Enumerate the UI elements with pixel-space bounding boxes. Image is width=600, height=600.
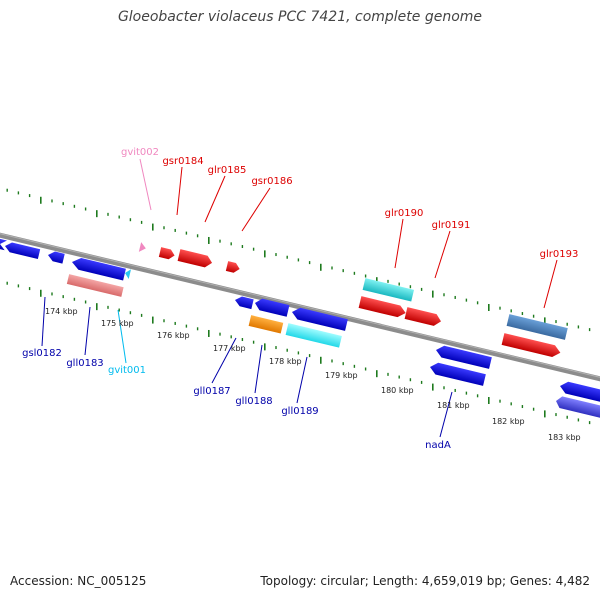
gene-label-gsr0186[interactable]: gsr0186 — [251, 176, 292, 187]
gene-block-glr0193a[interactable] — [506, 314, 568, 340]
gene-label-gvit001[interactable]: gvit001 — [108, 365, 146, 376]
gene-block-gll0183[interactable] — [71, 256, 126, 281]
gene-label-gll0183[interactable]: gll0183 — [66, 358, 103, 369]
gene-block-glr0191[interactable] — [404, 307, 443, 327]
label-leaders — [41, 158, 558, 438]
gene-block-glr0190[interactable] — [362, 278, 415, 302]
lower-tick-track — [6, 281, 600, 431]
kbp-label: 175 kbp — [101, 319, 134, 328]
gene-label-gsr0184[interactable]: gsr0184 — [162, 156, 203, 167]
kbp-label: 181 kbp — [437, 401, 470, 410]
gene-block-right-a[interactable] — [559, 380, 600, 404]
kbp-label: 180 kbp — [381, 386, 414, 395]
gene-block-small-a[interactable] — [47, 250, 65, 264]
gene-block-nadA-upstream[interactable] — [435, 344, 492, 369]
kbp-label: 183 kbp — [548, 433, 581, 442]
gene-block-glr0185[interactable] — [177, 249, 214, 269]
kbp-label: 182 kbp — [492, 417, 525, 426]
gene-block-gll0183-upstream[interactable] — [4, 241, 41, 260]
kbp-label: 177 kbp — [213, 344, 246, 353]
gene-label-nadA[interactable]: nadA — [425, 440, 451, 451]
gene-block-gll0189b[interactable] — [285, 323, 342, 348]
gene-block-right-b[interactable] — [555, 395, 600, 419]
gene-block-nadA[interactable] — [429, 361, 486, 386]
gene-block-gsl0182[interactable] — [0, 237, 8, 251]
kbp-label: 176 kbp — [157, 331, 190, 340]
gene-block-glr0193[interactable] — [501, 333, 562, 358]
gene-block-glr0190b[interactable] — [358, 296, 408, 319]
genome-summary: Topology: circular; Length: 4,659,019 bp… — [260, 574, 590, 588]
gene-label-gll0189[interactable]: gll0189 — [281, 406, 318, 417]
gene-label-gvit002[interactable]: gvit002 — [121, 147, 159, 158]
gene-label-glr0193[interactable]: glr0193 — [540, 249, 579, 260]
kbp-label: 179 kbp — [325, 371, 358, 380]
gene-block-pseudo[interactable] — [66, 274, 124, 297]
gene-label-glr0191[interactable]: glr0191 — [432, 220, 471, 231]
kbp-label: 178 kbp — [269, 357, 302, 366]
genome-backbone — [0, 232, 600, 382]
gene-block-gsr0184[interactable] — [158, 247, 176, 260]
genome-backbone-highlight — [0, 233, 600, 378]
gene-block-gll0187[interactable] — [234, 295, 254, 310]
gene-block-gvit002[interactable] — [138, 242, 147, 253]
gene-block-gll0189[interactable] — [291, 306, 348, 331]
accession-label: Accession: NC_005125 — [10, 574, 147, 588]
gene-label-gll0188[interactable]: gll0188 — [235, 396, 272, 407]
gene-label-glr0190[interactable]: glr0190 — [385, 208, 424, 219]
kbp-label: 174 kbp — [45, 307, 78, 316]
upper-tick-track — [6, 188, 600, 338]
gene-label-gsl0182[interactable]: gsl0182 — [22, 348, 62, 359]
gene-label-gll0187[interactable]: gll0187 — [193, 386, 230, 397]
gene-block-gll0188[interactable] — [248, 315, 284, 334]
gene-block-gsr0186[interactable] — [225, 261, 241, 274]
gene-block-gvit001[interactable] — [124, 268, 132, 280]
gene-label-glr0185[interactable]: glr0185 — [208, 165, 247, 176]
map-title: Gloeobacter violaceus PCC 7421, complete… — [117, 9, 483, 25]
gene-block-gll0187b[interactable] — [254, 297, 290, 317]
